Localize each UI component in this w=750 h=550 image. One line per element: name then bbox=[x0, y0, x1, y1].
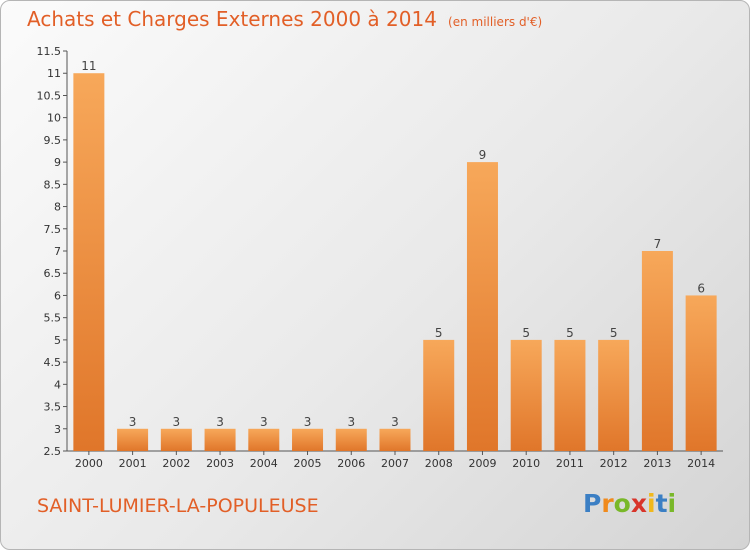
bar bbox=[292, 428, 324, 451]
y-tick-label: 8 bbox=[54, 201, 61, 214]
y-tick-label: 7 bbox=[54, 245, 61, 258]
bar bbox=[379, 428, 411, 451]
bar-value-label: 6 bbox=[697, 281, 705, 295]
bar bbox=[466, 162, 498, 451]
bar bbox=[510, 339, 542, 451]
chart-title-block: Achats et Charges Externes 2000 à 2014 (… bbox=[27, 7, 542, 31]
logo-letter: x bbox=[630, 489, 647, 518]
y-ticks: 2.5 3 3.5 4 4.5 5 5.5 6 6.5 7 7.5 8 8.5 9 9.5 10 10.5 11 1… bbox=[37, 45, 67, 458]
logo-letter: o bbox=[613, 489, 631, 518]
x-tick-label: 2002 bbox=[162, 457, 190, 470]
y-tick-label: 10 bbox=[47, 112, 61, 125]
logo-letter: i bbox=[667, 489, 677, 518]
bar-value-label: 3 bbox=[129, 415, 137, 429]
bar-value-label: 3 bbox=[260, 415, 268, 429]
proxiti-logo[interactable]: Proxiti bbox=[583, 489, 676, 518]
y-tick-label: 8.5 bbox=[44, 178, 62, 191]
y-tick-label: 9.5 bbox=[44, 134, 62, 147]
x-tick-label: 2009 bbox=[468, 457, 496, 470]
bar bbox=[73, 73, 105, 451]
y-tick-label: 4 bbox=[54, 378, 61, 391]
town-name: SAINT-LUMIER-LA-POPULEUSE bbox=[37, 495, 319, 517]
x-tick-label: 2014 bbox=[687, 457, 715, 470]
bar bbox=[423, 339, 455, 451]
x-tick-label: 2010 bbox=[512, 457, 540, 470]
bar-value-label: 3 bbox=[216, 415, 224, 429]
bar bbox=[335, 428, 367, 451]
bar-value-label: 3 bbox=[391, 415, 399, 429]
bar-value-label: 3 bbox=[347, 415, 355, 429]
y-tick-label: 5.5 bbox=[44, 312, 62, 325]
x-tick-label: 2000 bbox=[75, 457, 103, 470]
x-tick-label: 2005 bbox=[294, 457, 322, 470]
bar bbox=[685, 295, 717, 451]
logo-letter: P bbox=[583, 489, 602, 518]
bars: 11 3 3 3 3 3 3 3 5 9 5 5 5 7 6 bbox=[73, 59, 717, 451]
x-ticks: 2000 2001 2002 2003 2004 2005 2006 2007 2008 2009… bbox=[75, 451, 715, 470]
y-tick-label: 6.5 bbox=[44, 267, 62, 280]
x-tick-label: 2011 bbox=[556, 457, 584, 470]
bar-value-label: 5 bbox=[522, 326, 530, 340]
x-tick-label: 2013 bbox=[643, 457, 671, 470]
logo-letter: r bbox=[601, 489, 614, 518]
bar-value-label: 5 bbox=[566, 326, 574, 340]
y-tick-label: 11.5 bbox=[37, 45, 62, 58]
bar bbox=[204, 428, 236, 451]
x-tick-label: 2012 bbox=[600, 457, 628, 470]
logo-letter: t bbox=[655, 489, 668, 518]
logo-letter: i bbox=[647, 489, 656, 518]
bar-value-label: 3 bbox=[173, 415, 181, 429]
y-tick-label: 11 bbox=[47, 67, 61, 80]
bar-value-label: 3 bbox=[304, 415, 312, 429]
bar bbox=[160, 428, 192, 451]
bar bbox=[117, 428, 149, 451]
y-tick-label: 9 bbox=[54, 156, 61, 169]
bar bbox=[248, 428, 280, 451]
x-tick-label: 2001 bbox=[119, 457, 147, 470]
y-tick-label: 3 bbox=[54, 423, 61, 436]
y-tick-label: 3.5 bbox=[44, 401, 62, 414]
y-tick-label: 10.5 bbox=[37, 89, 62, 102]
y-tick-label: 6 bbox=[54, 289, 61, 302]
x-tick-label: 2007 bbox=[381, 457, 409, 470]
y-tick-label: 5 bbox=[54, 334, 61, 347]
x-tick-label: 2004 bbox=[250, 457, 278, 470]
y-tick-label: 4.5 bbox=[44, 356, 62, 369]
y-tick-label: 7.5 bbox=[44, 223, 62, 236]
x-tick-label: 2006 bbox=[337, 457, 365, 470]
bar-value-label: 7 bbox=[654, 237, 662, 251]
y-tick-label: 2.5 bbox=[44, 445, 62, 458]
x-tick-label: 2003 bbox=[206, 457, 234, 470]
chart-unit: (en milliers d'€) bbox=[448, 15, 543, 29]
chart-title: Achats et Charges Externes 2000 à 2014 bbox=[27, 7, 437, 31]
x-tick-label: 2008 bbox=[425, 457, 453, 470]
bar bbox=[598, 339, 630, 451]
bar bbox=[641, 251, 673, 451]
bar-value-label: 5 bbox=[435, 326, 443, 340]
bar-value-label: 5 bbox=[610, 326, 618, 340]
bar bbox=[554, 339, 586, 451]
bar-value-label: 9 bbox=[479, 148, 487, 162]
bar-value-label: 11 bbox=[81, 59, 96, 73]
